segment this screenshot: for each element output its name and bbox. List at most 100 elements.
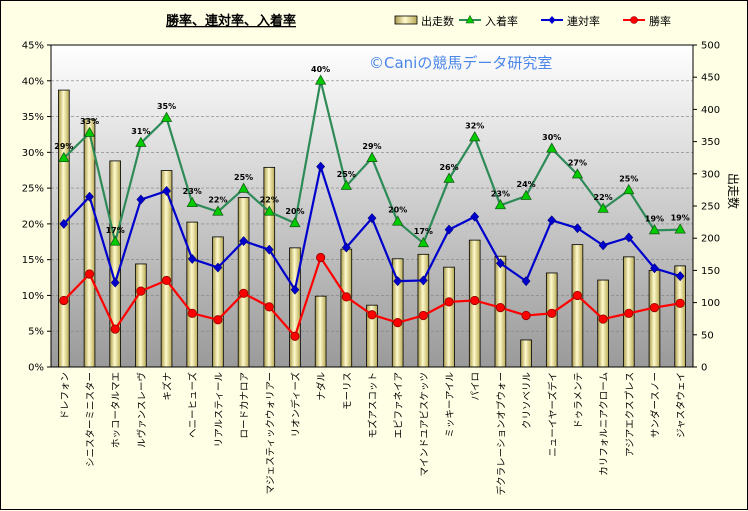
marker-連対率	[316, 161, 326, 172]
bar-11	[314, 295, 327, 368]
marker-入着率	[623, 183, 635, 195]
right-axis-tick-label: 50	[701, 330, 714, 341]
data-label: 24%	[517, 180, 536, 189]
right-axis-tick-label: 100	[701, 298, 720, 309]
left-axis-tick-label: 5%	[28, 327, 44, 338]
legend-label: 連対率	[567, 14, 600, 28]
marker-連対率	[650, 263, 659, 274]
category-label: モズアスコット	[367, 372, 379, 439]
data-label: 19%	[671, 214, 690, 223]
bar-14	[391, 258, 404, 368]
marker-勝率	[547, 308, 557, 318]
data-label: 25%	[619, 174, 638, 183]
marker-連対率	[624, 232, 634, 243]
axes: 0% 5% 10% 15% 20% 25% 30% 35% 40% 45% 0 50 100 150 200…	[22, 41, 720, 496]
data-label: 29%	[362, 142, 381, 151]
marker-連対率	[136, 194, 146, 205]
category-label: シニスターミニスター	[86, 372, 97, 467]
data-label: 19%	[645, 214, 664, 223]
legend-label: 入着率	[485, 14, 518, 28]
marker-勝率	[84, 269, 95, 279]
category-label: マジェスティックウォリアー	[265, 372, 276, 494]
legend-marker	[465, 14, 475, 24]
bar-16	[443, 266, 455, 368]
marker-連対率	[110, 277, 120, 288]
category-label: サンダースノー	[649, 372, 661, 438]
data-label: 27%	[568, 159, 587, 168]
category-label: カリフォルニアクローム	[599, 372, 610, 476]
marker-勝率	[316, 252, 326, 263]
bar-12	[340, 248, 353, 368]
legend-marker	[548, 16, 556, 24]
marker-勝率	[598, 314, 608, 324]
watermark: ©Caniの競馬データ研究室	[369, 54, 552, 72]
category-label: ロードカナロア	[240, 372, 251, 439]
marker-入着率	[340, 179, 352, 190]
right-axis-tick-label: 400	[701, 105, 720, 116]
marker-入着率	[674, 223, 686, 234]
marker-入着率	[571, 168, 584, 179]
data-label: 22%	[208, 196, 227, 205]
data-label: 26%	[439, 163, 458, 172]
right-axis-tick-label: 250	[701, 202, 720, 213]
marker-入着率	[314, 74, 327, 85]
marker-連対率	[521, 276, 531, 287]
category-label: ドゥラメンテ	[573, 372, 584, 429]
marker-連対率	[162, 186, 171, 196]
marker-勝率	[264, 302, 274, 312]
bar-19	[520, 339, 532, 368]
marker-勝率	[418, 310, 428, 321]
right-axis-tick-label: 450	[701, 73, 720, 84]
right-axis-tick-label: 150	[701, 266, 720, 277]
bar-4	[135, 263, 147, 368]
marker-勝率	[59, 295, 69, 306]
data-label: 25%	[234, 173, 253, 182]
marker-勝率	[521, 310, 531, 321]
legend: 出走数 入着率 連対率 勝率	[394, 14, 671, 28]
legend-label: 勝率	[649, 14, 671, 28]
marker-勝率	[161, 275, 172, 286]
marker-連対率	[675, 271, 685, 282]
marker-勝率	[136, 286, 146, 296]
marker-連対率	[264, 244, 274, 255]
marker-入着率	[289, 216, 301, 228]
category-label: エピファネイア	[394, 372, 405, 439]
marker-勝率	[213, 315, 223, 325]
data-label: 17%	[106, 226, 125, 235]
category-label: モーリス	[342, 372, 353, 410]
marker-入着率	[648, 224, 661, 235]
left-axis-tick-label: 30%	[22, 148, 44, 159]
marker-勝率	[624, 308, 634, 318]
right-axis-tick-label: 350	[701, 137, 720, 148]
marker-入着率	[597, 202, 609, 213]
marker-勝率	[110, 324, 120, 334]
marker-勝率	[290, 331, 300, 341]
category-label: リオンディーズ	[290, 372, 302, 438]
marker-連対率	[85, 191, 94, 202]
marker-勝率	[239, 288, 249, 298]
marker-勝率	[367, 310, 377, 320]
category-label: リアルスティール	[214, 372, 225, 448]
left-axis-tick-label: 0%	[28, 363, 44, 374]
legend-label: 出走数	[421, 14, 454, 28]
marker-入着率	[212, 205, 224, 216]
category-label: アジアエクスプレス	[625, 372, 636, 457]
marker-入着率	[392, 215, 404, 226]
bar-2	[83, 118, 96, 368]
bar-7	[212, 236, 224, 368]
category-label: デクラレーションオブウォー	[495, 372, 507, 495]
marker-連対率	[239, 236, 249, 247]
data-label: 31%	[131, 127, 150, 136]
category-label: ヘニーヒューズ	[187, 372, 199, 439]
data-label: 30%	[542, 133, 561, 142]
category-label: パイロ	[471, 372, 482, 401]
bar-24	[648, 269, 661, 368]
left-axis-tick-label: 40%	[22, 76, 44, 87]
category-label: ホッコータルマエ	[111, 372, 122, 448]
right-axis-tick-label: 500	[701, 41, 720, 52]
category-label: ドレフォン	[60, 372, 71, 420]
data-label: 22%	[260, 196, 279, 205]
marker-連対率	[367, 213, 377, 224]
right-axis-label: 出走数	[726, 173, 741, 209]
